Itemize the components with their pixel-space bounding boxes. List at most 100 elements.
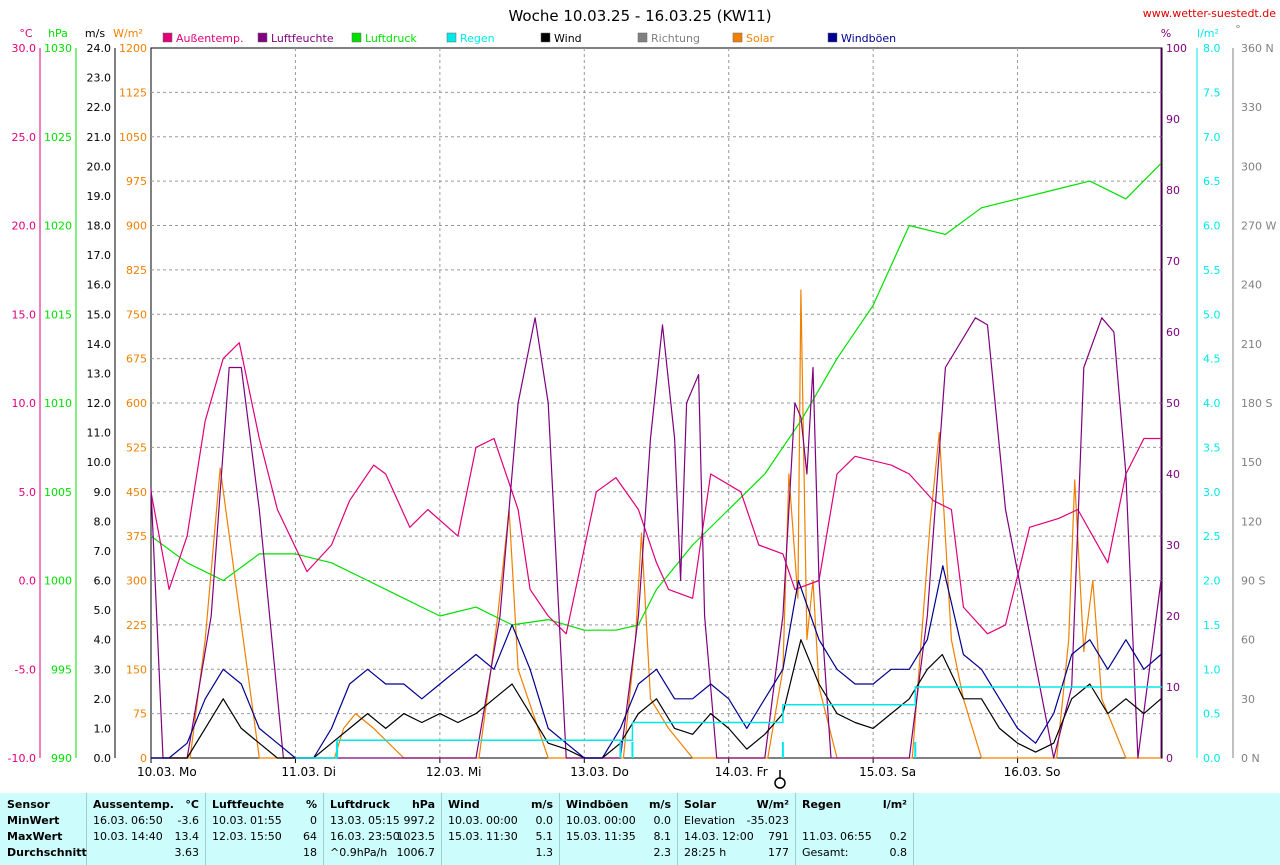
solar-tick-label: 750 — [126, 308, 147, 321]
rain-tick-label: 3.5 — [1203, 441, 1221, 454]
sensor-header: Sensor — [7, 798, 50, 811]
humidity-min-value: 0 — [310, 814, 317, 827]
wind-tick-label: 14.0 — [87, 338, 112, 351]
direction-tick-label: 30 — [1241, 693, 1255, 706]
rain-tick-label: 8.0 — [1203, 42, 1221, 55]
temp-avg-value: 3.63 — [174, 846, 200, 859]
temp-min-time: 06:50 — [131, 814, 163, 827]
temp-tick-label: 20.0 — [12, 220, 37, 233]
col-temp: Aussentemp. °C 16.03. 06:50 -3.6 10.03. … — [87, 793, 206, 865]
pressure-tick-label: 1010 — [44, 397, 72, 410]
wind-tick-label: 2.0 — [94, 693, 112, 706]
series-solar-line — [151, 289, 1161, 759]
x-tick-label: 15.03. Sa — [859, 765, 916, 779]
temp-tick-label: 5.0 — [19, 486, 37, 499]
legend-label-rain: Regen — [460, 32, 495, 45]
pressure-unit: hPa — [411, 798, 435, 811]
solar-tick-label: 1125 — [119, 86, 147, 99]
x-tick-label: 11.03. Di — [281, 765, 336, 779]
pressure-tick-label: 1005 — [44, 486, 72, 499]
solar-tick-label: 975 — [126, 175, 147, 188]
stats-table: Sensor MinWert MaxWert Durchschnitt Auss… — [0, 793, 1280, 865]
legend-label-wind: Wind — [554, 32, 582, 45]
series-gusts-line — [151, 565, 1162, 759]
series-wind-line — [151, 639, 1162, 759]
solar-tick-label: 450 — [126, 486, 147, 499]
solar-avg-value: 177 — [768, 846, 789, 859]
rain-tick-label: 0.0 — [1203, 752, 1221, 765]
legend-swatch-temp — [162, 32, 173, 43]
gusts-min-value: 0.0 — [653, 814, 672, 827]
rain-tick-label: 6.0 — [1203, 220, 1221, 233]
wind-tick-label: 24.0 — [87, 42, 112, 55]
legend-label-temp: Außentemp. — [176, 32, 243, 45]
temp-tick-label: 15.0 — [12, 308, 37, 321]
humidity-max-date: 12.03. — [212, 830, 247, 843]
legend-swatch-humidity — [257, 32, 268, 43]
solar-tick-label: 75 — [133, 708, 147, 721]
temp-tick-label: -10.0 — [8, 752, 36, 765]
extras-layer — [774, 770, 786, 789]
x-tick-label: 16.03. So — [1004, 765, 1061, 779]
wind-tick-label: 8.0 — [94, 515, 112, 528]
site-link[interactable]: www.wetter-suestedt.de — [1143, 7, 1276, 20]
temp-tick-label: 10.0 — [12, 397, 37, 410]
direction-tick-label: 330 — [1241, 101, 1262, 114]
row-label-avg: Durchschnitt — [7, 846, 87, 859]
wind-tick-label: 11.0 — [87, 427, 112, 440]
legend-swatch-gusts — [827, 32, 838, 43]
wind-tick-label: 20.0 — [87, 160, 112, 173]
gusts-unit: m/s — [648, 798, 671, 811]
wind-tick-label: 15.0 — [87, 308, 112, 321]
humidity-tick-label: 60 — [1166, 326, 1180, 339]
direction-tick-label: 150 — [1241, 456, 1262, 469]
rain-tick-label: 2.5 — [1203, 530, 1221, 543]
series-pressure-line — [150, 162, 1162, 631]
pressure-tick-label: 1015 — [44, 308, 72, 321]
legend-swatch-rain — [446, 32, 457, 43]
wind-tick-label: 22.0 — [87, 101, 112, 114]
gusts-max-value: 8.1 — [653, 830, 672, 843]
solar-tick-label: 0 — [140, 752, 147, 765]
rain-total-label: Gesamt: — [802, 846, 849, 859]
pressure-min-time: 05:15 — [368, 814, 400, 827]
legend-label-pressure: Luftdruck — [365, 32, 417, 45]
legend-swatch-wind — [540, 32, 551, 43]
rain-tick-label: 7.0 — [1203, 131, 1221, 144]
wind-max-date: 15.03. — [448, 830, 483, 843]
sun-position-marker — [774, 777, 786, 789]
rain-max-time: 06:55 — [840, 830, 872, 843]
solar-unit-label: W/m² — [113, 27, 143, 40]
rain-max-value: 0.2 — [889, 830, 908, 843]
gusts-min-date: 10.03. — [566, 814, 601, 827]
pressure-tick-label: 1030 — [44, 42, 72, 55]
humidity-min-time: 01:55 — [250, 814, 282, 827]
humidity-tick-label: 80 — [1166, 184, 1180, 197]
legend-label-direction: Richtung — [651, 32, 700, 45]
wind-tick-label: 16.0 — [87, 279, 112, 292]
pressure-tick-label: 1000 — [44, 575, 72, 588]
temp-max-time: 14:40 — [131, 830, 163, 843]
wind-tick-label: 17.0 — [87, 249, 112, 262]
pressure-min-value: 997.2 — [403, 814, 436, 827]
legend-layer: Außentemp. Luftfeuchte Luftdruck Regen Wind R… — [162, 32, 896, 45]
series-temp-line — [150, 342, 1161, 635]
pressure-tick-label: 1025 — [44, 131, 72, 144]
rain-tick-label: 6.5 — [1203, 175, 1221, 188]
solar-tick-label: 825 — [126, 264, 147, 277]
temp-max-date: 10.03. — [93, 830, 128, 843]
solar-unit: W/m² — [756, 798, 789, 811]
wind-min-value: 0.0 — [535, 814, 554, 827]
axes-layer: 10.03. Mo 11.03. Di 12.03. Mi 13.03. Do 14.0… — [8, 23, 1277, 779]
row-label-max: MaxWert — [7, 830, 63, 843]
solar-tick-label: 900 — [126, 220, 147, 233]
direction-tick-label: 300 — [1241, 160, 1262, 173]
x-tick-label: 12.03. Mi — [426, 765, 482, 779]
legend-swatch-solar — [732, 32, 743, 43]
solar-tick-label: 1050 — [119, 131, 147, 144]
wind-tick-label: 1.0 — [94, 722, 112, 735]
rain-header: Regen — [802, 798, 842, 811]
direction-tick-label: 0 N — [1241, 752, 1260, 765]
pressure-min-date: 13.03. — [330, 814, 365, 827]
wind-avg-value: 1.3 — [535, 846, 554, 859]
